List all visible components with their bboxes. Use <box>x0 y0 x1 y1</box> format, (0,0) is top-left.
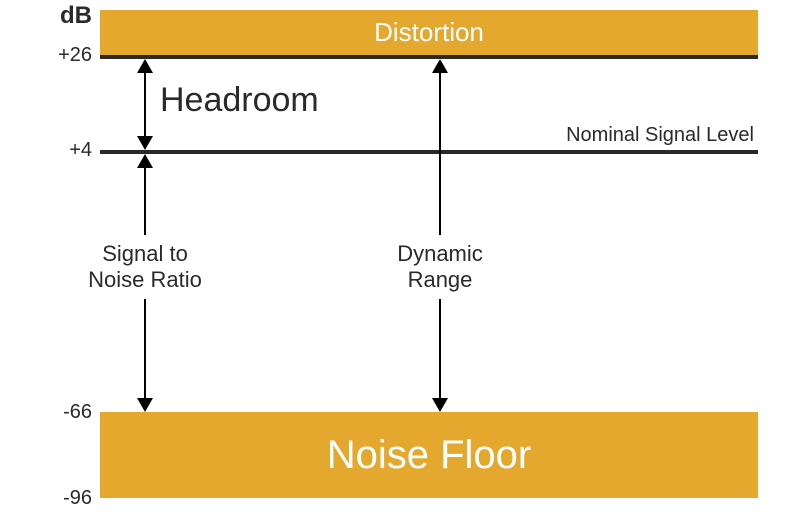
snr-label-line1: Signal to <box>60 241 230 267</box>
distortion-bottom-line <box>100 55 758 59</box>
dynamic-label-line2: Range <box>355 267 525 293</box>
noise-floor-band: Noise Floor <box>100 412 758 498</box>
tick-minus96: -96 <box>40 487 92 510</box>
unit-db: dB <box>40 2 92 30</box>
tick-plus26: +26 <box>40 44 92 67</box>
nominal-line <box>100 150 758 154</box>
distortion-label: Distortion <box>374 17 484 48</box>
audio-levels-diagram: dB Distortion +26 +4 Nominal Signal Leve… <box>0 0 788 525</box>
tick-plus4: +4 <box>40 139 92 162</box>
distortion-band: Distortion <box>100 10 758 55</box>
headroom-label: Headroom <box>160 81 319 120</box>
dynamic-label-line1: Dynamic <box>355 241 525 267</box>
snr-label-line2: Noise Ratio <box>60 267 230 293</box>
snr-label: Signal to Noise Ratio <box>60 235 230 299</box>
dynamic-label: Dynamic Range <box>355 235 525 299</box>
nominal-label: Nominal Signal Level <box>566 124 754 147</box>
tick-minus66: -66 <box>40 401 92 424</box>
noise-floor-label: Noise Floor <box>327 433 532 478</box>
